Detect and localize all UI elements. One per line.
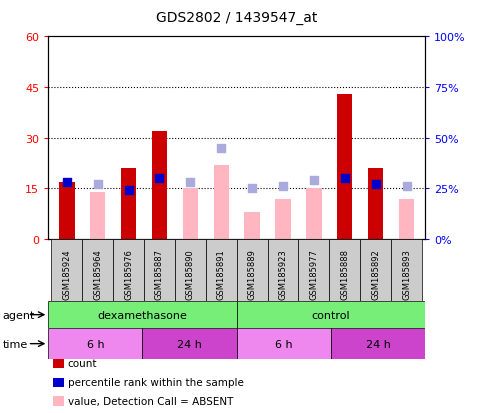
- Bar: [368, 169, 384, 240]
- Bar: [90, 192, 105, 240]
- Text: GSM185976: GSM185976: [124, 249, 133, 299]
- Bar: [337, 95, 353, 240]
- Text: percentile rank within the sample: percentile rank within the sample: [68, 377, 243, 387]
- Text: GSM185888: GSM185888: [340, 249, 349, 300]
- Bar: [268, 240, 298, 301]
- Text: agent: agent: [2, 310, 35, 320]
- Point: [403, 184, 411, 190]
- Text: GSM185964: GSM185964: [93, 249, 102, 299]
- Bar: [48, 328, 142, 359]
- Bar: [244, 213, 260, 240]
- Bar: [51, 240, 82, 301]
- Text: GSM185890: GSM185890: [186, 249, 195, 299]
- Bar: [275, 199, 291, 240]
- Bar: [237, 240, 268, 301]
- Text: count: count: [68, 358, 97, 368]
- Text: GSM185977: GSM185977: [310, 249, 318, 299]
- Text: value, Detection Call = ABSENT: value, Detection Call = ABSENT: [68, 396, 233, 406]
- Text: GSM185923: GSM185923: [279, 249, 287, 299]
- Text: GSM185891: GSM185891: [217, 249, 226, 299]
- Bar: [59, 182, 74, 240]
- Text: GSM185893: GSM185893: [402, 249, 411, 299]
- Text: 6 h: 6 h: [275, 339, 293, 349]
- Text: 6 h: 6 h: [86, 339, 104, 349]
- Text: control: control: [312, 310, 350, 320]
- Bar: [121, 169, 136, 240]
- Bar: [48, 301, 237, 328]
- Bar: [399, 199, 414, 240]
- Text: GSM185924: GSM185924: [62, 249, 71, 299]
- Text: GSM185889: GSM185889: [248, 249, 256, 299]
- Point: [310, 178, 318, 184]
- Bar: [360, 240, 391, 301]
- Bar: [237, 301, 425, 328]
- Text: GSM185887: GSM185887: [155, 249, 164, 300]
- Text: GDS2802 / 1439547_at: GDS2802 / 1439547_at: [156, 11, 317, 25]
- Point: [341, 176, 349, 182]
- Point: [372, 182, 380, 188]
- Bar: [331, 328, 425, 359]
- Point: [94, 182, 101, 188]
- Point: [186, 180, 194, 186]
- Text: 24 h: 24 h: [177, 339, 202, 349]
- Bar: [329, 240, 360, 301]
- Point: [248, 186, 256, 192]
- Bar: [237, 328, 331, 359]
- Point: [217, 145, 225, 152]
- Bar: [82, 240, 113, 301]
- Bar: [152, 132, 167, 240]
- Bar: [144, 240, 175, 301]
- Point: [279, 184, 287, 190]
- Bar: [175, 240, 206, 301]
- Point: [63, 180, 71, 186]
- Bar: [298, 240, 329, 301]
- Text: time: time: [2, 339, 28, 349]
- Bar: [306, 189, 322, 240]
- Bar: [206, 240, 237, 301]
- Bar: [113, 240, 144, 301]
- Text: dexamethasone: dexamethasone: [98, 310, 187, 320]
- Bar: [142, 328, 237, 359]
- Point: [125, 188, 132, 194]
- Bar: [391, 240, 422, 301]
- Text: GSM185892: GSM185892: [371, 249, 380, 299]
- Bar: [213, 165, 229, 240]
- Point: [156, 176, 163, 182]
- Text: 24 h: 24 h: [366, 339, 390, 349]
- Bar: [183, 189, 198, 240]
